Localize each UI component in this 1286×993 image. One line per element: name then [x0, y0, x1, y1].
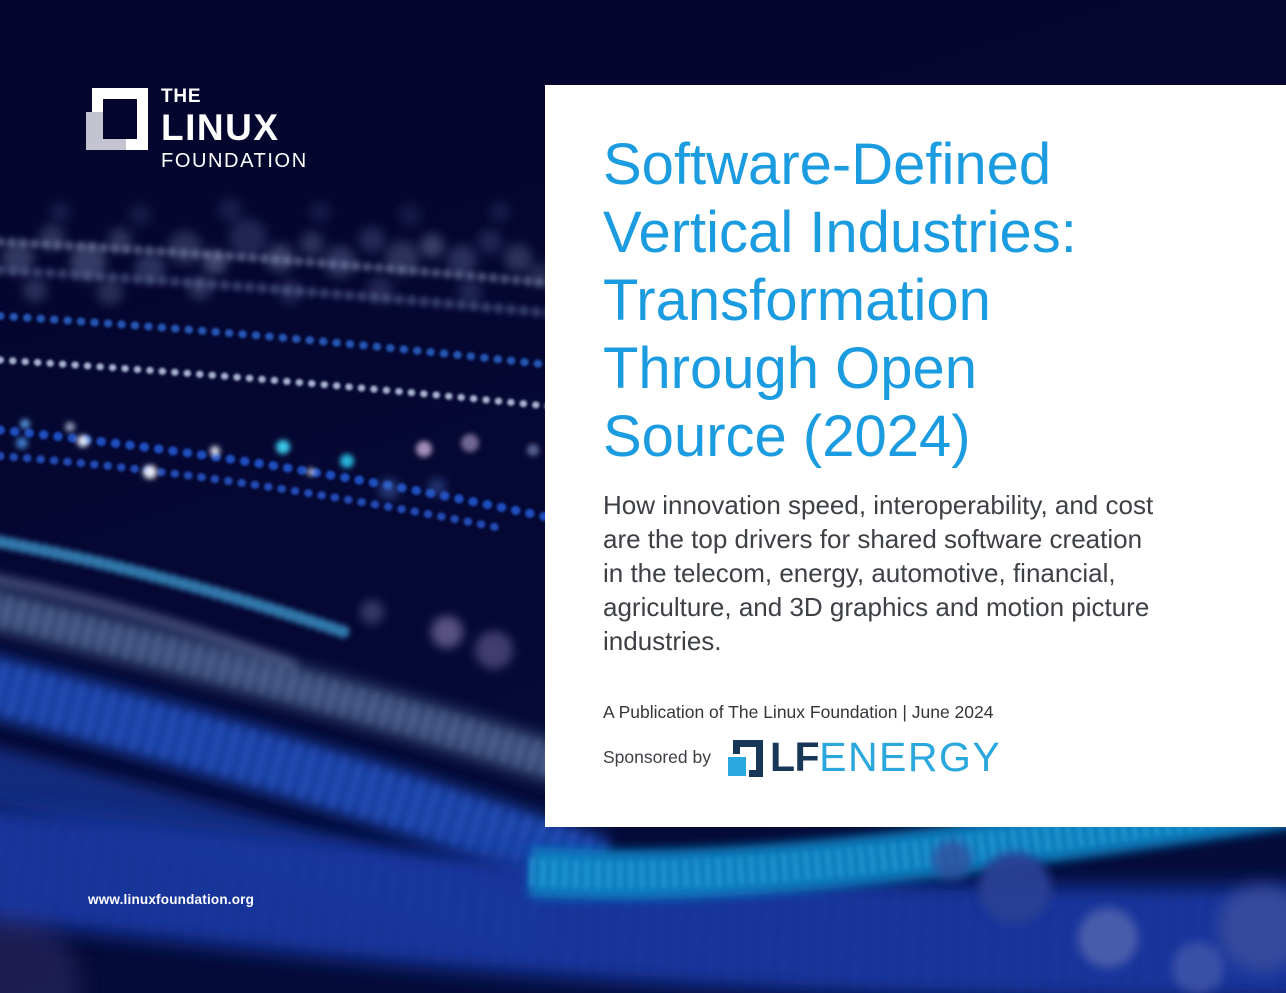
report-title: Software-Defined Vertical Industries: Tr… [603, 132, 1077, 469]
lf-energy-text-lf: LF [770, 734, 820, 780]
linux-foundation-logo-icon [86, 88, 148, 150]
linux-foundation-logo: THE LINUX FOUNDATION [84, 86, 308, 171]
title-card: Software-Defined Vertical Industries: Tr… [545, 85, 1286, 827]
lf-energy-text-energy: ENERGY [819, 734, 1002, 780]
logo-text-the: THE [161, 86, 202, 107]
lf-energy-logo-icon [726, 740, 763, 778]
logo-text-foundation: FOUNDATION [161, 150, 308, 172]
publication-line: A Publication of The Linux Foundation | … [603, 702, 994, 722]
logo-text-linux: LINUX [161, 107, 280, 148]
sponsor-row: Sponsored by LF ENERGY [603, 737, 1246, 778]
linux-foundation-wordmark: THE LINUX FOUNDATION [161, 86, 308, 171]
lf-energy-logo: LF ENERGY [725, 737, 1001, 778]
footer-url[interactable]: www.linuxfoundation.org [88, 892, 255, 907]
sponsored-by-label: Sponsored by [603, 747, 711, 767]
report-subtitle: How innovation speed, interoperability, … [603, 490, 1154, 656]
